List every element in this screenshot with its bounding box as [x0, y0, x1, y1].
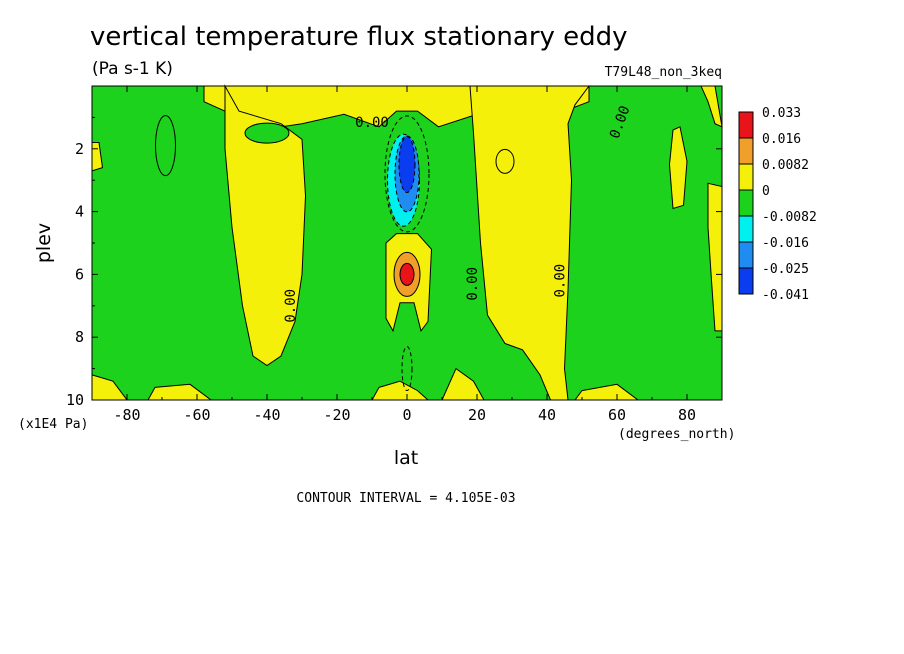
- x-tick-label: 40: [538, 406, 556, 424]
- contour-label: 0.00: [553, 264, 569, 298]
- x-tick-label: 20: [468, 406, 486, 424]
- y-tick-label: 6: [75, 265, 84, 283]
- y-tick-label: 4: [75, 203, 84, 221]
- x-tick-label: -40: [253, 406, 280, 424]
- run-label: T79L48_non_3keq: [605, 65, 722, 80]
- chart-title: vertical temperature flux stationary edd…: [90, 22, 628, 52]
- positive-island-north: [495, 148, 515, 174]
- x-tick-label: 0: [402, 406, 411, 424]
- green-island-south-upper: [244, 122, 290, 144]
- colorbar-swatch: [738, 163, 754, 191]
- colorbar-swatch: [738, 241, 754, 269]
- colorbar-swatch: [738, 111, 754, 139]
- y-tick-label: 10: [66, 391, 84, 409]
- green-island-southwest: [155, 115, 176, 177]
- colorbar-swatch: [738, 189, 754, 217]
- axis-ticks: -80 -60 -40 -20 0 20 40 60 80 2 4 6 8 10: [66, 86, 722, 424]
- negative-contour-outer: [384, 115, 430, 233]
- y-tick-label: 2: [75, 140, 84, 158]
- positive-region-southern-band: [224, 84, 307, 367]
- colorbar-label: -0.016: [762, 236, 809, 251]
- colorbar-swatch: [738, 137, 754, 165]
- contour-interval-note: CONTOUR INTERVAL = 4.105E-03: [296, 491, 515, 506]
- x-tick-label: -80: [113, 406, 140, 424]
- positive-region-east-1: [668, 126, 688, 210]
- contour-label: 0.00: [355, 115, 389, 131]
- units-label: (Pa s-1 K): [92, 59, 173, 79]
- x-axis-title: lat: [394, 447, 418, 469]
- negative-region-core: [398, 136, 416, 193]
- x-tick-label: -20: [323, 406, 350, 424]
- y-units-label: (x1E4 Pa): [18, 417, 88, 432]
- colorbar: 0.033 0.016 0.0082 0 -0.0082 -0.016 -0.025 -0.0…: [738, 106, 817, 303]
- y-axis-title: plev: [33, 223, 55, 263]
- colorbar-label: -0.0082: [762, 210, 817, 225]
- x-tick-label: -60: [183, 406, 210, 424]
- x-tick-label: 60: [608, 406, 626, 424]
- colorbar-swatch: [738, 215, 754, 243]
- colorbar-label: -0.041: [762, 288, 809, 303]
- colorbar-label: 0: [762, 184, 770, 199]
- contour-label: 0.00: [283, 289, 299, 323]
- field-regions: [91, 84, 723, 401]
- colorbar-label: 0.033: [762, 106, 801, 121]
- positive-region-equator-peak: [399, 262, 415, 286]
- y-tick-label: 8: [75, 328, 84, 346]
- x-tick-label: 80: [678, 406, 696, 424]
- colorbar-swatch: [738, 267, 754, 295]
- x-units-label: (degrees_north): [618, 427, 735, 442]
- contour-label: 0.00: [465, 267, 481, 301]
- positive-region-bottom-center: [371, 380, 430, 401]
- colorbar-label: 0.0082: [762, 158, 809, 173]
- negative-contour-lower: [401, 346, 413, 392]
- colorbar-label: -0.025: [762, 262, 809, 277]
- colorbar-label: 0.016: [762, 132, 801, 147]
- plot-area: 0.00 0.000.000.00 0.00 -80 -60 -40 -20 0 20 40 60…: [66, 84, 723, 424]
